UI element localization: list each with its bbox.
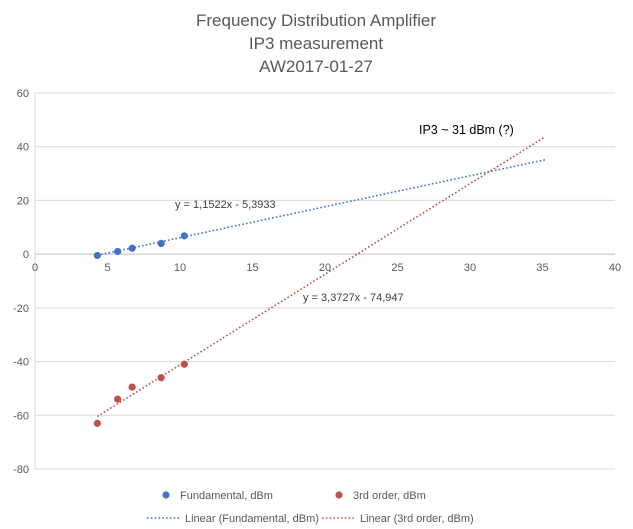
x-tick-label: 15 (246, 262, 258, 274)
legend-label-linear-3rd-order: Linear (3rd order, dBm) (360, 513, 474, 525)
x-tick-label: 0 (32, 262, 38, 274)
point-3rd-order (180, 360, 188, 368)
point-3rd-order (157, 374, 165, 382)
point-fundamental (157, 239, 165, 247)
trendline-fundamental (97, 158, 546, 257)
point-3rd-order (93, 419, 101, 427)
annotations: y = 1,1522x - 5,3933 y = 3,3727x - 74,94… (175, 123, 514, 304)
y-tick-label: -40 (13, 357, 29, 369)
y-tick-label: -60 (13, 410, 29, 422)
point-fundamental (128, 244, 136, 252)
axes: -80 -60 -40 -20 0 20 40 60 0 5 10 15 20 25 30 35 40 (13, 88, 621, 476)
legend-marker-3rd-order (335, 491, 343, 499)
x-tick-label: 10 (174, 262, 186, 274)
data-points (93, 232, 188, 427)
y-tick-label: 20 (17, 195, 29, 207)
chart-title-line-2: IP3 measurement (249, 34, 383, 53)
point-fundamental (93, 251, 101, 260)
chart-title-line-3: AW2017-01-27 (259, 57, 373, 76)
point-3rd-order (128, 383, 136, 391)
point-3rd-order (114, 395, 122, 403)
legend: Fundamental, dBm 3rd order, dBm Linear (… (147, 490, 474, 525)
x-tick-label: 20 (319, 262, 331, 274)
chart-title-line-1: Frequency Distribution Amplifier (196, 11, 436, 30)
y-tick-label: 60 (17, 88, 29, 100)
trendline-3rd-order (96, 135, 546, 418)
ip3-annotation: IP3 ~ 31 dBm (?) (419, 123, 514, 137)
chart-title: Frequency Distribution Amplifier IP3 mea… (196, 11, 436, 76)
x-tick-label: 25 (391, 262, 403, 274)
trendline-equation-fundamental: y = 1,1522x - 5,3933 (175, 199, 276, 211)
legend-label-fundamental: Fundamental, dBm (180, 490, 273, 502)
trendlines (96, 135, 546, 418)
y-tick-label: 40 (17, 142, 29, 154)
gridlines (34, 92, 615, 470)
legend-marker-fundamental (162, 491, 170, 499)
legend-label-linear-fundamental: Linear (Fundamental, dBm) (185, 513, 319, 525)
trendline-equation-3rd-order: y = 3,3727x - 74,947 (303, 292, 404, 304)
x-tick-label: 40 (609, 262, 621, 274)
point-fundamental (180, 232, 188, 240)
legend-label-3rd-order: 3rd order, dBm (353, 490, 426, 502)
y-tick-label: 0 (23, 249, 29, 261)
point-fundamental (114, 247, 122, 256)
y-tick-label: -80 (13, 464, 29, 476)
x-tick-label: 5 (104, 262, 110, 274)
x-tick-label: 30 (464, 262, 476, 274)
x-tick-label: 35 (536, 262, 548, 274)
y-tick-label: -20 (13, 303, 29, 315)
